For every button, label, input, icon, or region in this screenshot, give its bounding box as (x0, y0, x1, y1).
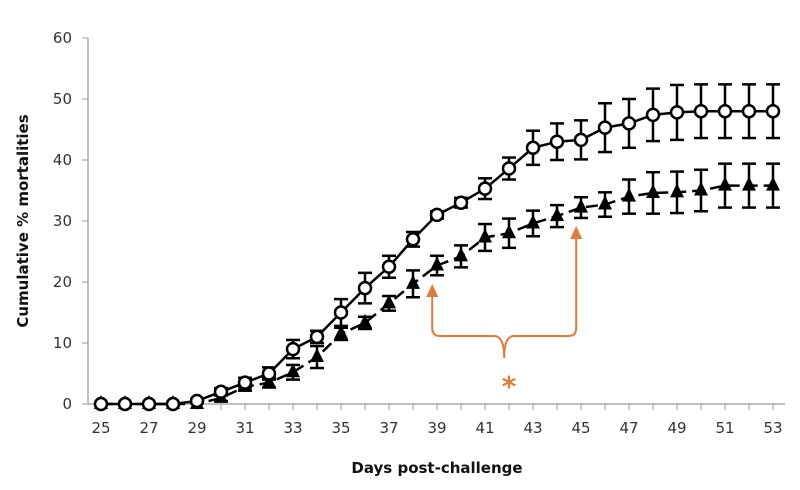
x-tick-label: 43 (523, 419, 542, 437)
data-point-triangle (478, 228, 492, 243)
data-point-circle (357, 280, 373, 296)
y-tick-label: 60 (53, 29, 72, 47)
data-point-circle (165, 396, 181, 412)
data-point-circle (261, 366, 277, 381)
x-tick-label: 45 (571, 419, 590, 437)
data-point-triangle (598, 195, 612, 210)
series-layer (93, 83, 781, 412)
series-line (101, 184, 773, 406)
data-point-circle (717, 103, 733, 119)
data-point-triangle (550, 207, 564, 222)
series-filled-triangle (94, 162, 780, 409)
data-point-triangle (646, 183, 660, 198)
data-point-circle (765, 103, 781, 119)
data-point-triangle (718, 176, 732, 191)
data-point-triangle (694, 181, 708, 196)
data-point-triangle (406, 274, 420, 289)
significance-bracket (431, 232, 578, 359)
axes: 25 27 29 31 33 35 37 39 41 43 45 47 49 51 53 0 10 20 30 40 5… (53, 29, 785, 437)
data-point-circle (597, 120, 613, 135)
y-tick-label: 10 (53, 334, 72, 352)
x-tick-label: 33 (283, 419, 302, 437)
data-point-circle (501, 161, 517, 176)
x-tick-label: 39 (427, 419, 446, 437)
arrow-head-right (570, 226, 583, 239)
data-point-circle (621, 116, 637, 131)
data-point-triangle (574, 198, 588, 213)
data-point-triangle (502, 224, 516, 239)
data-point-circle (645, 107, 661, 123)
data-point-triangle (310, 348, 324, 363)
arrow-head-left (426, 284, 439, 297)
x-tick-label: 37 (379, 419, 398, 437)
y-tick-label: 40 (53, 151, 72, 169)
data-point-circle (93, 396, 109, 412)
data-point-triangle (286, 363, 300, 378)
data-point-circle (429, 207, 445, 223)
y-tick-label: 0 (62, 395, 72, 413)
data-point-triangle (742, 176, 756, 191)
data-point-circle (693, 103, 709, 119)
data-point-circle (669, 105, 685, 120)
data-point-circle (117, 396, 133, 412)
data-point-triangle (334, 324, 348, 339)
data-point-circle (741, 103, 757, 119)
data-point-circle (189, 393, 205, 409)
data-point-circle (213, 384, 229, 400)
x-tick-label: 29 (187, 419, 206, 437)
x-axis-label: Days post-challenge (351, 459, 522, 477)
data-point-triangle (622, 187, 636, 202)
x-tick-label: 41 (475, 419, 494, 437)
y-tick-label: 20 (53, 273, 72, 291)
x-tick-label: 35 (331, 419, 350, 437)
x-tick-label: 25 (91, 419, 110, 437)
x-tick-label: 49 (667, 419, 686, 437)
annotation-layer (426, 226, 583, 359)
y-axis-label: Cumulative % mortalities (14, 114, 32, 327)
significance-asterisk: * (502, 370, 517, 403)
x-tick-label: 31 (235, 419, 254, 437)
x-tick-label: 47 (619, 419, 638, 437)
data-point-circle (237, 375, 253, 390)
x-tick-label: 51 (715, 419, 734, 437)
data-point-circle (405, 232, 421, 247)
data-point-triangle (382, 294, 396, 309)
data-point-circle (525, 140, 541, 156)
data-point-circle (141, 396, 157, 412)
data-point-circle (453, 195, 469, 210)
data-point-circle (381, 259, 397, 274)
data-point-triangle (454, 247, 468, 262)
data-point-circle (549, 134, 565, 149)
y-tick-label: 30 (53, 212, 72, 230)
data-point-triangle (526, 214, 540, 229)
series-open-circle (93, 83, 781, 412)
data-point-circle (309, 329, 325, 345)
y-tick-label: 50 (53, 90, 72, 108)
data-point-circle (285, 341, 301, 357)
data-point-triangle (766, 176, 780, 191)
data-point-triangle (670, 183, 684, 198)
x-tick-label: 53 (763, 419, 782, 437)
data-point-circle (573, 132, 589, 148)
data-point-circle (477, 181, 493, 196)
data-point-triangle (430, 256, 444, 271)
x-tick-label: 27 (139, 419, 158, 437)
data-point-circle (333, 305, 349, 320)
data-point-triangle (358, 313, 372, 328)
